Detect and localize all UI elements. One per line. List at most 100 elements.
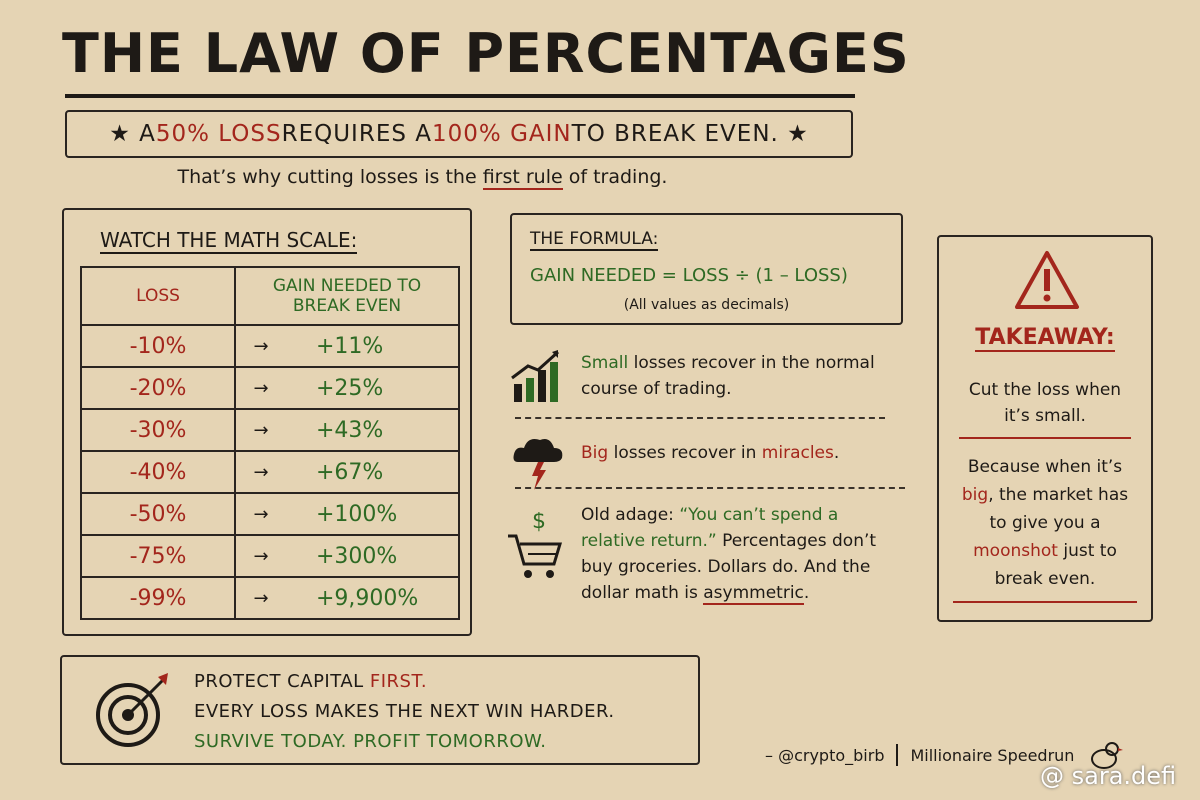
loss-cell: -99% [80, 576, 236, 620]
table-row: -75% → +300% [80, 534, 460, 578]
table-row: -30% → +43% [80, 408, 460, 452]
takeaway-first: Cut the loss when it’s small. [959, 377, 1131, 439]
text-segment: “You can’t spend a relative return.” [581, 505, 839, 551]
takeaway-heading: TAKEAWAY: [939, 325, 1151, 352]
column-header: GAIN NEEDED TO BREAK EVEN [234, 266, 460, 326]
bottom-line: PROTECT CAPITAL FIRST. [194, 667, 615, 697]
arrow-cell: → [234, 324, 286, 368]
footer: – @crypto_birb Millionaire Speedrun [765, 735, 1124, 775]
column-header-line: BREAK EVEN [292, 296, 402, 316]
chart-icon [511, 350, 560, 402]
text-segment: That’s why cutting losses is the [177, 166, 483, 188]
text-segment: first rule [482, 166, 563, 190]
takeaway-panel: TAKEAWAY: Cut the loss when it’s small. … [937, 235, 1153, 622]
formula-box: THE FORMULA: GAIN NEEDED = LOSS ÷ (1 – L… [510, 213, 903, 325]
formula-heading: THE FORMULA: [530, 229, 659, 251]
text-segment: ★ A [109, 121, 156, 147]
loss-cell: -50% [80, 492, 236, 536]
text-segment: EVERY LOSS MAKES THE NEXT WIN HARDER. [194, 701, 615, 722]
warning-icon [1015, 251, 1079, 309]
arrow-cell: → [234, 366, 286, 410]
text-segment: asymmetric [703, 583, 804, 605]
loss-cell: -30% [80, 408, 236, 452]
gain-cell: +11% [286, 324, 460, 368]
text-segment: PROTECT CAPITAL [194, 671, 370, 692]
text-segment: . [803, 583, 810, 603]
table-panel: WATCH THE MATH SCALE: LOSS GAIN NEEDED TO… [62, 208, 472, 636]
bottom-line: EVERY LOSS MAKES THE NEXT WIN HARDER. [194, 697, 615, 727]
text-segment: 100% GAIN [432, 121, 572, 147]
banner: ★ A 50% LOSS REQUIRES A 100% GAIN TO BRE… [65, 110, 853, 158]
point: Old adage: “You can’t spend a relative r… [581, 502, 881, 606]
text-segment: big [961, 485, 989, 505]
column-header: LOSS [80, 266, 236, 326]
cart-icon: $ [508, 512, 563, 578]
text-segment: moonshot [973, 541, 1058, 561]
table-row: -10% → +11% [80, 324, 460, 368]
text-segment: TO BREAK EVEN. ★ [571, 121, 809, 147]
point: Small losses recover in the normal cours… [581, 350, 881, 402]
table-heading: WATCH THE MATH SCALE: [100, 228, 358, 254]
title-underline [65, 94, 855, 98]
text-segment: losses recover in [608, 443, 762, 463]
storm-icon [513, 439, 563, 490]
gain-cell: +100% [286, 492, 460, 536]
point: Big losses recover in miracles. [581, 440, 881, 466]
svg-text:$: $ [532, 512, 546, 534]
gain-cell: +25% [286, 366, 460, 410]
text-segment: , the market has to give you a [988, 485, 1129, 533]
formula-equation: GAIN NEEDED = LOSS ÷ (1 – LOSS) [530, 265, 848, 286]
text-segment: losses recover in the normal course of t… [581, 353, 875, 399]
text-segment: REQUIRES A [281, 121, 433, 147]
subtitle: That’s why cutting losses is the first r… [0, 166, 845, 190]
bird-icon [1091, 742, 1124, 769]
text-segment: Cut the loss when it’s small. [968, 380, 1122, 426]
table-row: -50% → +100% [80, 492, 460, 536]
loss-cell: -20% [80, 366, 236, 410]
takeaway-heading-text: TAKEAWAY: [975, 325, 1115, 352]
watermark: @ sara.defi [1040, 762, 1177, 790]
gain-cell: +67% [286, 450, 460, 494]
takeaway-second: Because when it’s big, the market has to… [953, 453, 1137, 603]
table-row: -20% → +25% [80, 366, 460, 410]
text-segment: Because when it’s [967, 457, 1123, 477]
text-segment: SURVIVE TODAY. PROFIT TOMORROW. [194, 731, 547, 752]
text-segment: Old adage: [581, 505, 680, 525]
gain-cell: +300% [286, 534, 460, 578]
text-segment: of trading. [562, 166, 668, 188]
text-segment: FIRST. [369, 671, 428, 692]
gain-cell: +9,900% [286, 576, 460, 620]
bottom-line: SURVIVE TODAY. PROFIT TOMORROW. [194, 727, 615, 757]
header-row: LOSS GAIN NEEDED TO BREAK EVEN [80, 266, 460, 326]
arrow-cell: → [234, 408, 286, 452]
footer-series: Millionaire Speedrun [910, 745, 1075, 765]
arrow-cell: → [234, 450, 286, 494]
table-row: -99% → +9,900% [80, 576, 460, 620]
arrow-cell: → [234, 576, 286, 620]
loss-cell: -10% [80, 324, 236, 368]
footer-author: – @crypto_birb [765, 745, 885, 765]
bottom-lines: PROTECT CAPITAL FIRST. EVERY LOSS MAKES T… [194, 667, 615, 757]
text-segment: Small [581, 353, 629, 373]
text-segment: miracles [761, 443, 834, 463]
column-header-line: LOSS [136, 286, 180, 306]
text-segment: just to break even. [994, 541, 1117, 589]
arrow-cell: → [234, 492, 286, 536]
formula-note: (All values as decimals) [623, 297, 790, 313]
loss-cell: -75% [80, 534, 236, 578]
title-wrap: THE LAW OF PERCENTAGES [62, 22, 910, 85]
loss-cell: -40% [80, 450, 236, 494]
title: THE LAW OF PERCENTAGES [62, 22, 910, 85]
arrow-cell: → [234, 534, 286, 578]
column-header-line: GAIN NEEDED TO [272, 276, 422, 296]
target-icon [96, 673, 168, 747]
gain-cell: +43% [286, 408, 460, 452]
bottom-box: PROTECT CAPITAL FIRST. EVERY LOSS MAKES T… [60, 655, 700, 765]
text-segment: Percentages don’t buy groceries. Dollars… [581, 531, 877, 603]
text-segment: . [833, 443, 840, 463]
table: LOSS GAIN NEEDED TO BREAK EVEN -10% → +11% -20… [80, 266, 460, 620]
table-row: -40% → +67% [80, 450, 460, 494]
text-segment: 50% LOSS [155, 121, 282, 147]
text-segment: Big [581, 443, 609, 463]
